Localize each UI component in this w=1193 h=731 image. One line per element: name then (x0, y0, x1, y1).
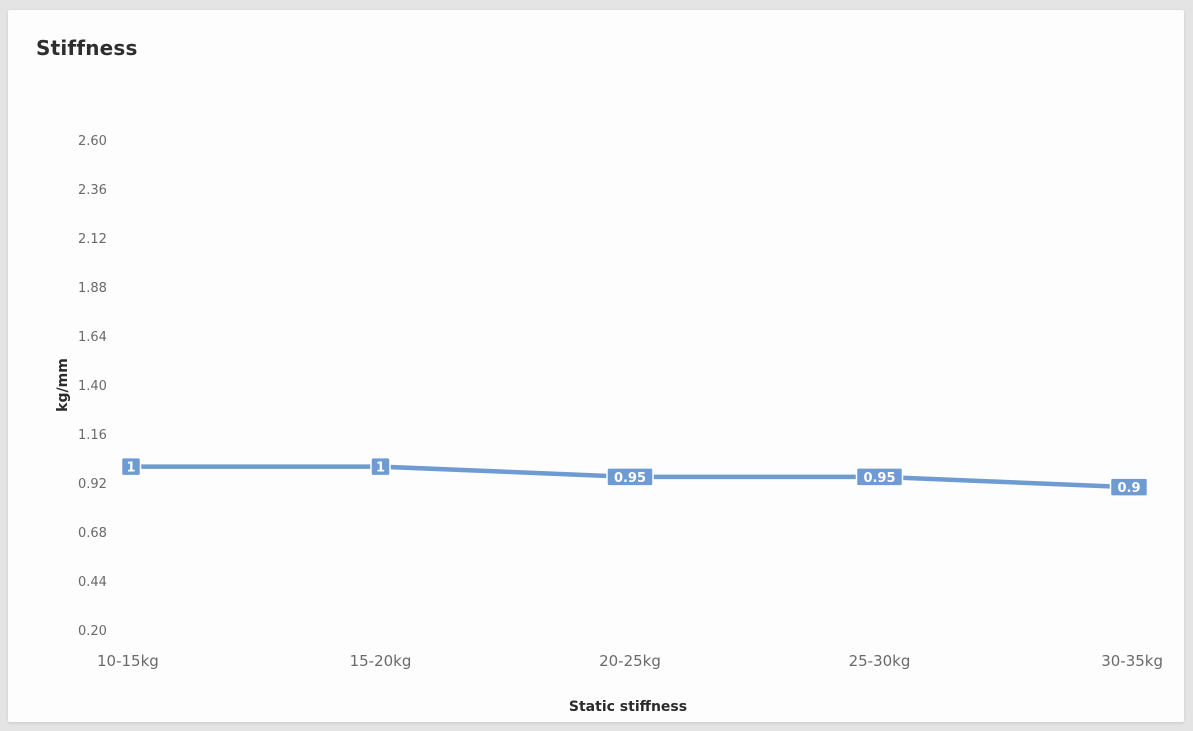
data-labels: 1 1 0.95 0.95 0.9 (120, 456, 1149, 497)
x-tick-label: 25-30kg (849, 652, 911, 670)
y-tick-label: 0.20 (78, 624, 107, 639)
data-point-marker (120, 456, 142, 477)
y-tick-label: 1.64 (78, 330, 107, 345)
x-axis-ticks: 10-15kg 15-20kg 20-25kg 25-30kg 30-35kg (97, 652, 1163, 670)
data-label: 0.95 (855, 467, 904, 487)
y-tick-label: 0.92 (78, 477, 107, 492)
x-axis-title: Static stiffness (569, 699, 687, 715)
y-axis-ticks: 2.60 2.36 2.12 1.88 1.64 1.40 1.16 0.92 0.68 0.44… (78, 134, 107, 639)
x-tick-label: 10-15kg (97, 652, 159, 670)
data-label: 1 (120, 456, 142, 477)
data-point-marker (370, 456, 391, 477)
y-tick-label: 1.40 (78, 379, 107, 394)
data-label-text: 0.9 (1117, 481, 1140, 496)
y-tick-label: 1.16 (78, 428, 107, 443)
data-label-text: 1 (376, 461, 385, 476)
data-label: 1 (370, 456, 391, 477)
data-point-marker (855, 467, 904, 487)
data-label: 0.95 (606, 467, 654, 487)
x-tick-label: 15-20kg (350, 652, 412, 670)
data-label-text: 1 (126, 461, 135, 476)
chart-card: Stiffness (8, 10, 1184, 722)
data-label-text: 0.95 (614, 471, 646, 486)
y-tick-label: 0.68 (78, 526, 107, 541)
y-tick-label: 2.12 (78, 232, 107, 247)
data-label-text: 0.95 (863, 471, 895, 486)
data-point-marker (606, 467, 654, 487)
y-tick-label: 2.60 (78, 134, 107, 149)
y-tick-label: 1.88 (78, 281, 107, 296)
x-tick-label: 30-35kg (1101, 652, 1163, 670)
chart-title: Stiffness (36, 36, 138, 60)
y-tick-label: 2.36 (78, 183, 107, 198)
data-label: 0.9 (1109, 477, 1149, 497)
data-point-marker (1109, 477, 1149, 497)
y-tick-label: 0.44 (78, 575, 107, 590)
x-tick-label: 20-25kg (599, 652, 661, 670)
y-axis-title: kg/mm (55, 358, 71, 412)
